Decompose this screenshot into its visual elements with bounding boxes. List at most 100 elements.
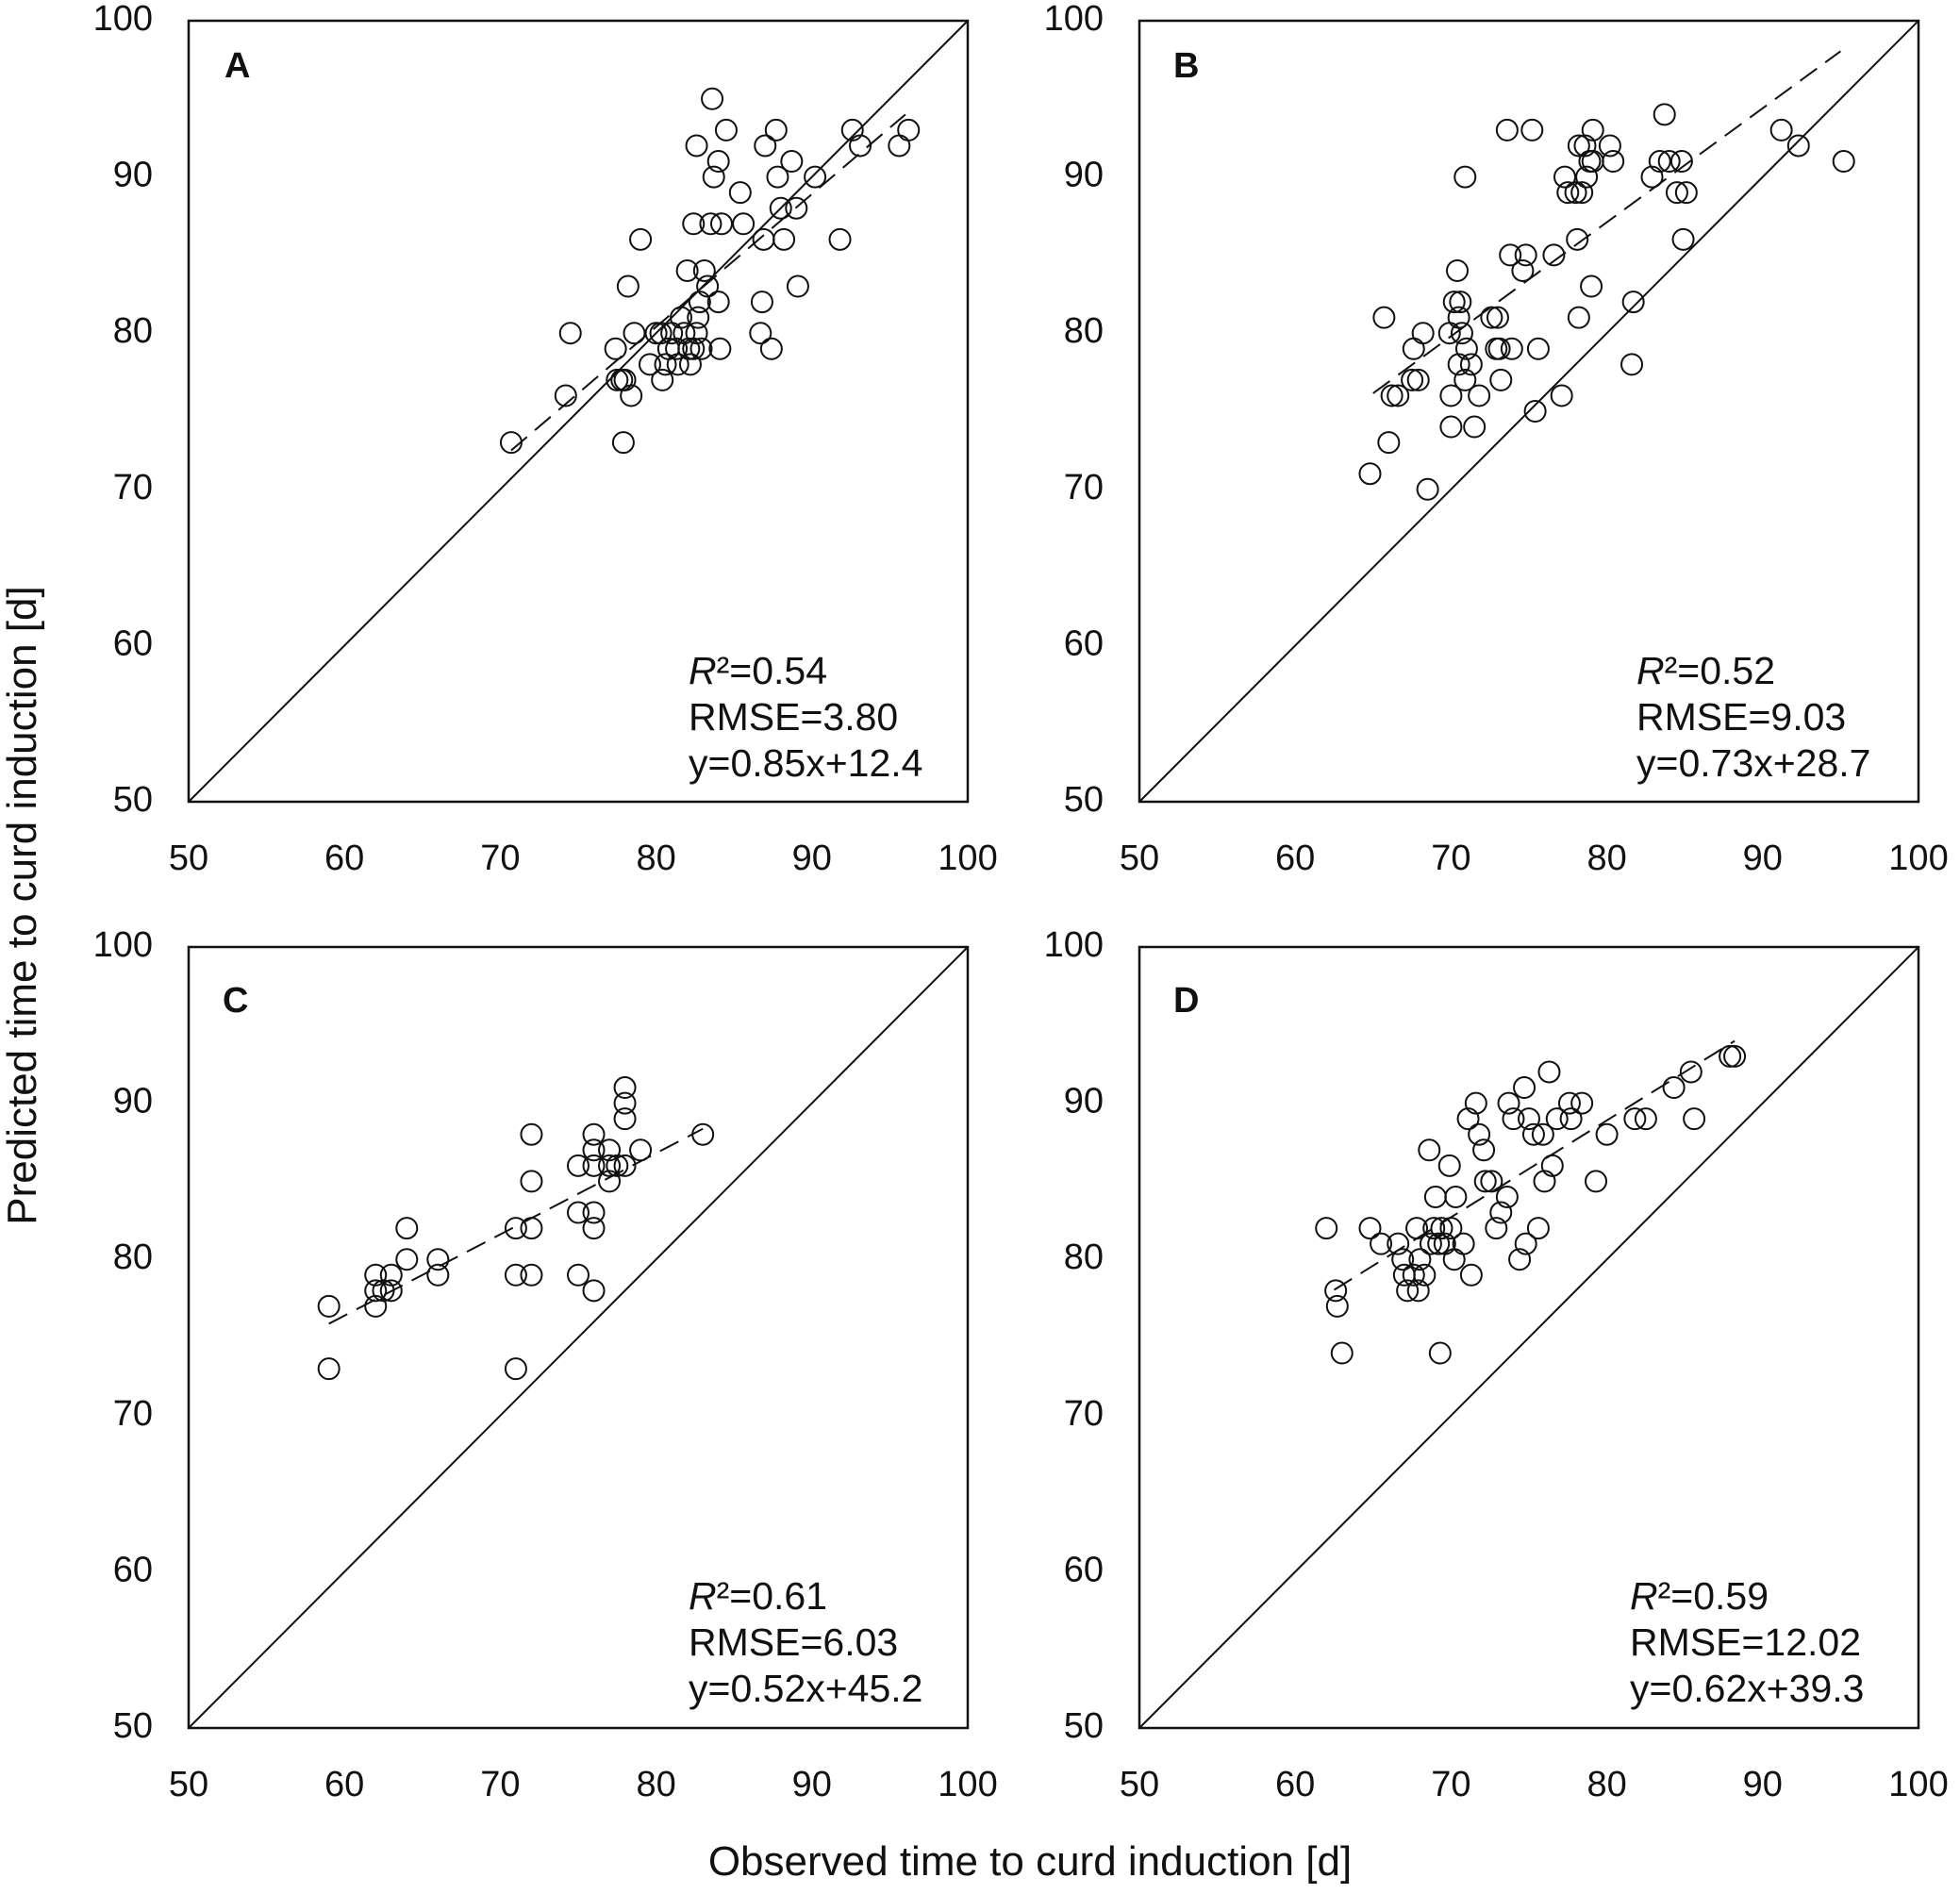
data-point [1442,291,1466,314]
data-point [1372,306,1396,329]
data-point [504,1357,527,1381]
r2-value: ²=0.54 [717,649,827,692]
y-tick-label: 100 [1044,0,1104,39]
data-point [689,337,713,360]
data-point [1581,118,1604,141]
data-point [558,322,582,345]
identity-line [188,20,969,803]
data-point [682,337,706,360]
x-tick-label: 80 [636,839,675,878]
data-point [1557,1091,1581,1115]
panel-letter: C [223,981,248,1021]
data-point [728,181,752,205]
data-point [1456,1107,1480,1131]
data-point [604,337,627,360]
data-point [1602,150,1625,174]
plot-frame [187,945,970,1730]
data-point [1485,1217,1508,1240]
data-point [1358,462,1382,486]
data-point [1402,1263,1425,1287]
r2-value: ²=0.59 [1658,1574,1769,1618]
y-tick-label: 70 [1064,1394,1104,1434]
data-point [611,431,635,455]
data-point [840,118,864,141]
x-axis-label: Observed time to curd induction [d] [708,1838,1352,1885]
data-point [1575,165,1599,189]
data-point [1459,353,1483,376]
data-point [1657,150,1681,174]
data-point [520,1263,543,1287]
data-point [1514,1232,1537,1255]
panel-c: 50 60 70 80 90 100 50 60 70 80 90 100 C … [93,925,998,1804]
data-point [1545,1107,1569,1131]
x-tick-label: 50 [1120,1765,1159,1804]
data-point [670,306,693,329]
data-point [849,134,872,158]
data-point [1408,1248,1432,1271]
data-point [1315,1217,1338,1240]
data-point [1330,1341,1354,1365]
data-point [1564,181,1587,205]
data-point [750,291,773,314]
x-tick-label: 70 [1431,1765,1470,1804]
regression-equation: y=0.62x+39.3 [1630,1667,1864,1710]
data-point [708,337,732,360]
y-tick-label: 90 [1064,1082,1104,1121]
data-point [616,274,639,298]
data-point [623,322,646,345]
data-point [1500,337,1523,360]
panel-b: 50 60 70 80 90 100 50 60 70 80 90 100 B … [1044,0,1949,878]
data-point [1514,243,1537,267]
x-tick-label: 50 [1120,839,1159,878]
x-tick-label: 100 [938,1765,997,1804]
y-tick-labels: 50 60 70 80 90 100 [1044,0,1104,820]
data-point [1786,134,1810,158]
x-tick-label: 70 [480,839,520,878]
data-point [582,1217,606,1240]
data-point [1634,1107,1657,1131]
data-point [1324,1279,1348,1303]
data-point [654,353,677,376]
data-point [1540,1154,1564,1177]
data-point [1620,353,1644,376]
x-tick-label: 60 [324,839,364,878]
data-point [754,134,777,158]
data-point [1459,1263,1483,1287]
data-point [606,368,629,391]
r2-value: ²=0.52 [1665,649,1775,692]
regression-line [1372,50,1841,394]
r2-symbol: R [689,1574,717,1618]
data-point [1439,1217,1463,1240]
data-point [1595,1122,1619,1146]
data-point [1580,274,1603,298]
data-point [1428,1341,1452,1365]
data-point [1377,431,1401,455]
data-point [1570,181,1594,205]
data-point [1518,1107,1540,1131]
data-point [582,1138,606,1162]
data-point [678,353,702,376]
data-point [666,353,689,376]
data-point [1419,1232,1442,1255]
data-point [1585,1170,1608,1193]
data-point [1513,1076,1536,1100]
data-point [677,337,701,360]
y-tick-label: 90 [113,156,153,195]
x-tick-label: 70 [1431,839,1470,878]
data-point [1648,150,1671,174]
data-point [620,384,643,407]
data-point [638,353,661,376]
data-point [1450,322,1473,345]
data-point [1442,1248,1466,1271]
data-point [1480,1170,1503,1193]
data-point [701,87,724,110]
data-point [520,1170,543,1193]
data-point [1526,1217,1550,1240]
data-point [567,1201,590,1224]
data-point [1447,353,1470,376]
data-point [644,322,668,345]
data-point [1427,1232,1451,1255]
data-point [780,150,804,174]
data-point [1719,1044,1742,1068]
